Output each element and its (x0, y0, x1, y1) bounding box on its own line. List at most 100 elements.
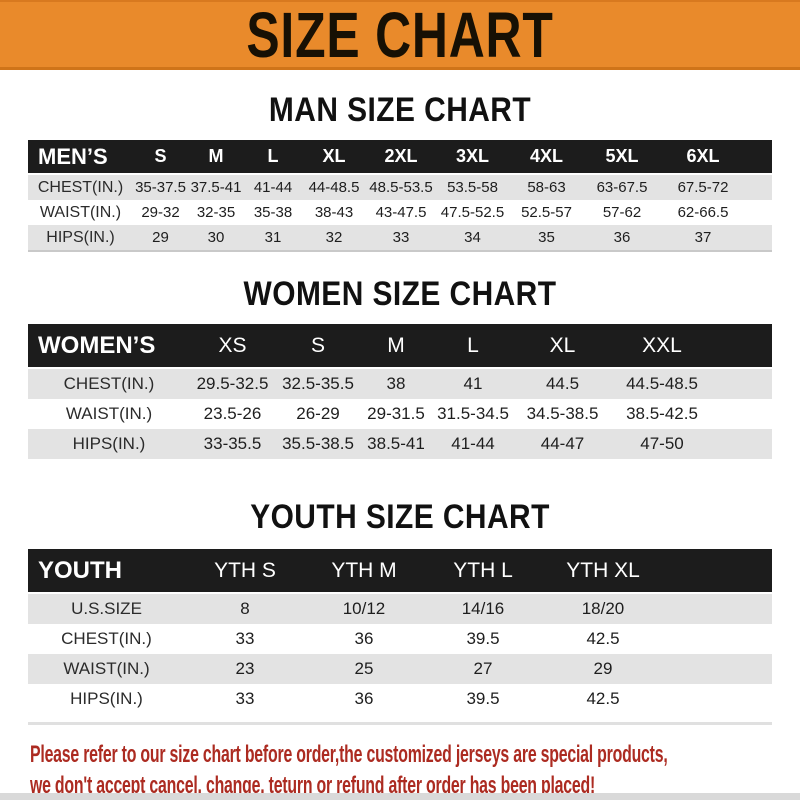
cell: 44-47 (515, 429, 610, 459)
row-label: WAIST(IN.) (39, 203, 122, 221)
cell: 23.5-26 (203, 404, 262, 423)
women-section-heading: WOMEN SIZE CHART (243, 275, 557, 313)
cell: 58-63 (509, 174, 584, 200)
women-size-col: XS (190, 324, 275, 369)
cell: 38-43 (314, 204, 354, 221)
cell: 52.5-57 (521, 204, 572, 221)
cell: 26-29 (296, 404, 340, 423)
cell: 42.5 (586, 629, 620, 648)
cell: 35 (509, 225, 584, 251)
cell: 23 (185, 654, 305, 684)
row-label: HIPS(IN.) (70, 689, 143, 708)
cell: 31.5-34.5 (437, 404, 509, 423)
footer-notice: Please refer to our size chart before or… (30, 739, 800, 800)
cell: 38.5-41 (361, 429, 431, 459)
youth-table-title: YOUTH (28, 549, 185, 594)
row-label: CHEST(IN.) (28, 368, 190, 399)
cell: 47-50 (610, 429, 714, 459)
cell: 39.5 (466, 629, 500, 648)
cell: 41-44 (244, 174, 302, 200)
women-size-col: XL (515, 324, 610, 369)
row-label: HIPS(IN.) (28, 429, 190, 459)
spacer-cell (663, 593, 772, 624)
men-hips-row: HIPS(IN.) 29 30 31 32 33 34 35 36 37 (28, 225, 772, 251)
women-waist-row: WAIST(IN.) 23.5-26 26-29 29-31.5 31.5-34… (28, 399, 772, 429)
page-title: SIZE CHART (246, 0, 554, 71)
cell: 41-44 (431, 429, 515, 459)
cell: 32 (302, 225, 366, 251)
cell: 29.5-32.5 (190, 368, 275, 399)
women-size-col: M (361, 324, 431, 369)
women-hips-row: HIPS(IN.) 33-35.5 35.5-38.5 38.5-41 41-4… (28, 429, 772, 459)
cell: 33 (235, 629, 255, 648)
cell: 10/12 (305, 593, 423, 624)
women-chest-row: CHEST(IN.) 29.5-32.5 32.5-35.5 38 41 44.… (28, 368, 772, 399)
cell: 34 (436, 225, 509, 251)
cell: 27 (423, 654, 543, 684)
youth-size-table: YOUTH YTH S YTH M YTH L YTH XL U.S.SIZE … (28, 549, 772, 714)
youth-hips-row: HIPS(IN.) 33 36 39.5 42.5 (28, 684, 772, 714)
spacer-cell (714, 324, 772, 369)
men-chest-row: CHEST(IN.) 35-37.5 37.5-41 41-44 44-48.5… (28, 174, 772, 200)
cell: 33 (366, 225, 436, 251)
cell: 35-38 (253, 204, 293, 221)
cell: 44-48.5 (302, 174, 366, 200)
cell: 30 (188, 225, 244, 251)
cell: 31 (244, 225, 302, 251)
cell: 62-66.5 (677, 204, 729, 221)
cell: 29 (133, 225, 188, 251)
spacer-cell (663, 684, 772, 714)
cell: 37 (660, 225, 746, 251)
youth-section-heading: YOUTH SIZE CHART (250, 498, 550, 536)
cell: 33-35.5 (190, 429, 275, 459)
cell: 53.5-58 (436, 174, 509, 200)
row-label: U.S.SIZE (28, 593, 185, 624)
men-size-col: M (188, 140, 244, 175)
men-size-col: 3XL (436, 140, 509, 175)
men-size-col: L (244, 140, 302, 175)
cell: 14/16 (423, 593, 543, 624)
cell: 67.5-72 (660, 174, 746, 200)
men-waist-row: WAIST(IN.) 29-32 32-35 35-38 38-43 43-47… (28, 200, 772, 225)
women-table-title: WOMEN’S (28, 324, 190, 369)
cell: 36 (584, 225, 660, 251)
cell: 47.5-52.5 (440, 204, 505, 221)
cell: 32-35 (196, 204, 236, 221)
row-label: WAIST(IN.) (28, 654, 185, 684)
cell: 38.5-42.5 (626, 404, 698, 423)
youth-size-col: YTH M (305, 549, 423, 594)
cell: 38 (361, 368, 431, 399)
spacer-cell (663, 654, 772, 684)
cell: 34.5-38.5 (526, 404, 599, 423)
cell: 57-62 (602, 204, 642, 221)
row-label: CHEST(IN.) (61, 629, 152, 648)
men-size-col: XL (302, 140, 366, 175)
spacer-cell (714, 368, 772, 399)
youth-size-col: YTH L (423, 549, 543, 594)
youth-size-col: YTH S (185, 549, 305, 594)
men-size-table: MEN’S S M L XL 2XL 3XL 4XL 5XL 6XL CHEST… (28, 140, 772, 252)
men-header-row: MEN’S S M L XL 2XL 3XL 4XL 5XL 6XL (28, 140, 772, 175)
cell: 36 (354, 629, 374, 648)
cell: 42.5 (586, 689, 620, 708)
men-size-col: 5XL (584, 140, 660, 175)
cell: 48.5-53.5 (366, 174, 436, 200)
cell: 33 (235, 689, 255, 708)
spacer-cell (746, 140, 772, 175)
cell: 35-37.5 (133, 174, 188, 200)
banner: SIZE CHART (0, 0, 800, 70)
men-size-col: 4XL (509, 140, 584, 175)
youth-header-row: YOUTH YTH S YTH M YTH L YTH XL (28, 549, 772, 594)
cell: 63-67.5 (584, 174, 660, 200)
cell: 44.5 (515, 368, 610, 399)
men-size-col: 2XL (366, 140, 436, 175)
cell: 39.5 (466, 689, 500, 708)
men-size-col: 6XL (660, 140, 746, 175)
row-label: CHEST(IN.) (28, 174, 133, 200)
spacer-cell (714, 429, 772, 459)
bottom-strip (0, 793, 800, 800)
men-section-heading: MAN SIZE CHART (268, 91, 532, 129)
cell: 8 (185, 593, 305, 624)
cell: 43-47.5 (375, 204, 427, 221)
